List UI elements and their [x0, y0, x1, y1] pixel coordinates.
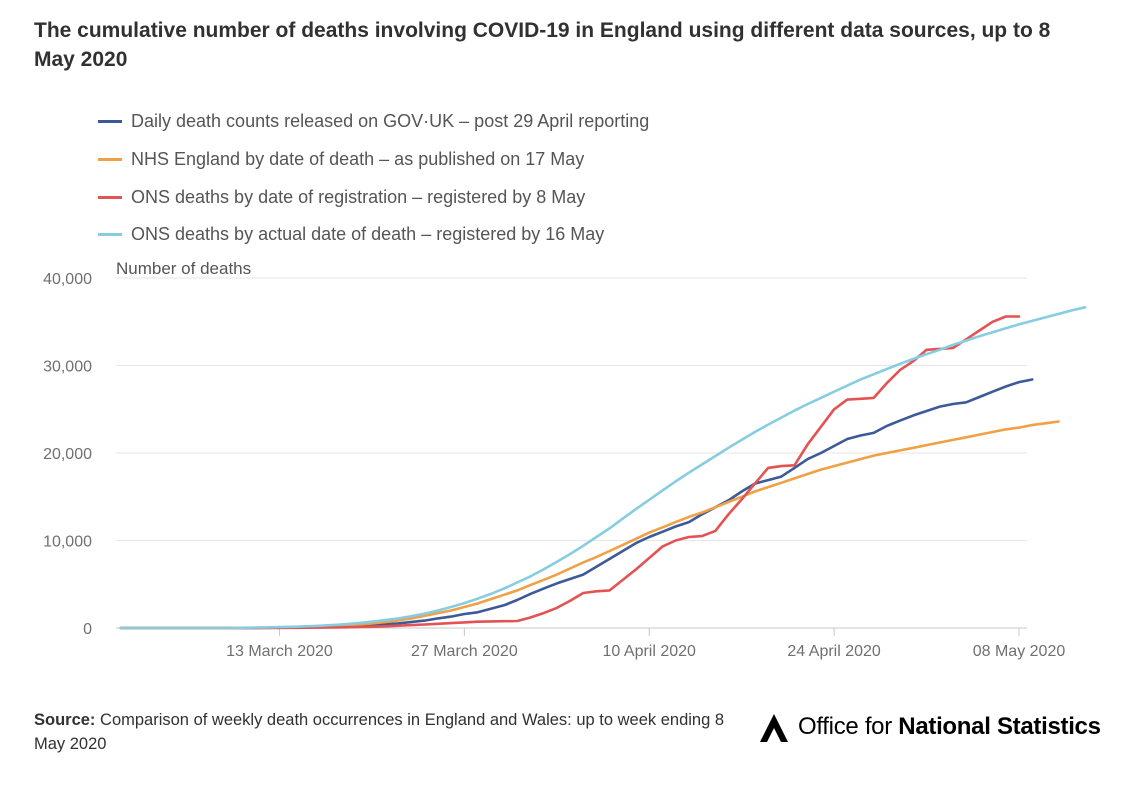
x-tick-label: 27 March 2020	[411, 643, 518, 660]
y-tick-label: 30,000	[43, 359, 92, 376]
chart-legend: Daily death counts released on GOV·UK – …	[98, 103, 649, 254]
legend-swatch-nhs	[98, 158, 122, 162]
legend-item-govuk: Daily death counts released on GOV·UK – …	[98, 103, 649, 141]
series-line-nhs	[119, 420, 1060, 630]
series-lines	[119, 305, 1087, 630]
source-note: Source: Comparison of weekly death occur…	[34, 708, 744, 756]
y-tick-label: 40,000	[43, 271, 92, 288]
series-line-govuk	[119, 378, 1034, 630]
ons-logo-text-light: Office for	[798, 713, 899, 740]
x-axis-ticks: 13 March 2020 27 March 2020 10 April 2020 2…	[226, 628, 1065, 660]
legend-swatch-ons-registration	[98, 195, 122, 199]
line-chart: Number of deaths 0 10,000 20,000 30,000 40,0…	[43, 259, 1087, 660]
ons-logo-text: Office for National Statistics	[798, 713, 1101, 741]
y-tick-label: 10,000	[43, 534, 92, 551]
y-tick-label: 20,000	[43, 446, 92, 463]
legend-item-ons-registration: ONS deaths by date of registration – reg…	[98, 178, 649, 216]
chart-title: The cumulative number of deaths involvin…	[34, 19, 1051, 71]
x-tick-label: 13 March 2020	[226, 643, 333, 660]
legend-label-ons-occurrence: ONS deaths by actual date of death – reg…	[131, 224, 605, 245]
ons-logo-text-bold: National Statistics	[898, 713, 1101, 740]
legend-label-ons-registration: ONS deaths by date of registration – reg…	[131, 186, 586, 207]
x-tick-label: 24 April 2020	[787, 643, 881, 660]
legend-label-nhs: NHS England by date of death – as publis…	[131, 149, 585, 170]
y-tick-label: 0	[83, 621, 92, 638]
series-line-ons-registration	[119, 315, 1021, 630]
source-text: Comparison of weekly death occurrences i…	[34, 711, 725, 753]
legend-swatch-govuk	[98, 120, 122, 124]
y-axis-title: Number of deaths	[116, 259, 251, 278]
gridlines	[116, 277, 1027, 629]
x-tick-label: 08 May 2020	[973, 643, 1066, 660]
legend-swatch-ons-occurrence	[98, 233, 122, 237]
ons-logo: Office for National Statistics	[758, 712, 1101, 742]
legend-item-nhs: NHS England by date of death – as publis…	[98, 141, 649, 179]
series-line-ons-occurrence	[119, 305, 1087, 630]
legend-label-govuk: Daily death counts released on GOV·UK – …	[131, 111, 650, 132]
legend-item-ons-occurrence: ONS deaths by actual date of death – reg…	[98, 216, 649, 254]
x-tick-label: 10 April 2020	[603, 643, 697, 660]
ons-logo-icon	[760, 714, 788, 742]
y-axis-ticks: 0 10,000 20,000 30,000 40,000	[43, 271, 92, 638]
source-label: Source:	[34, 711, 96, 729]
